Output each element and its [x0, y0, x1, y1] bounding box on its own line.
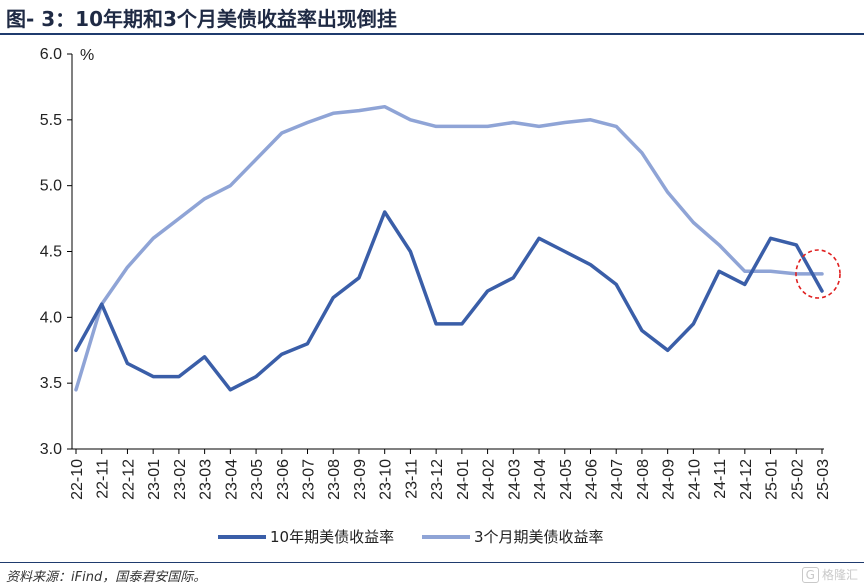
- x-tick-label: 24-09: [661, 459, 678, 500]
- inversion-highlight-circle: [795, 249, 841, 299]
- x-tick-label: 23-06: [275, 459, 292, 500]
- chart-title: 图- 3：10年期和3个月美债收益率出现倒挂: [6, 7, 397, 31]
- y-tick-label: 5.0: [40, 178, 62, 195]
- y-tick-label: 5.5: [40, 112, 62, 129]
- source-divider: [0, 562, 864, 563]
- x-tick-label: 23-08: [326, 459, 343, 500]
- y-axis-ticks: 3.0 3.5 4.0 4.5 5.0 5.5 6.0: [40, 46, 72, 458]
- x-tick-label: 24-12: [738, 459, 755, 500]
- series-line-3m: [74, 104, 824, 392]
- x-tick-label: 25-03: [815, 459, 832, 500]
- x-tick-label: 24-11: [712, 459, 729, 499]
- x-tick-label: 23-01: [146, 459, 163, 500]
- watermark-text: 格隆汇: [821, 568, 858, 582]
- legend-item-3m: 3个月期美债收益率: [422, 528, 604, 546]
- x-tick-label: 22-11: [95, 459, 112, 499]
- y-tick-label: 3.5: [40, 375, 62, 392]
- x-tick-label: 23-09: [352, 459, 369, 500]
- x-tick-label: 24-10: [686, 459, 703, 500]
- x-tick-label: 24-08: [635, 459, 652, 500]
- plot-frame: [71, 54, 824, 450]
- legend: 10年期美债收益率 3个月期美债收益率: [218, 528, 604, 546]
- x-tick-label: 24-03: [506, 459, 523, 500]
- y-tick-label: 3.0: [40, 441, 62, 458]
- title-divider: [0, 33, 864, 35]
- y-axis-unit: %: [80, 47, 94, 64]
- y-tick-label: 4.0: [40, 309, 62, 326]
- legend-label-3m: 3个月期美债收益率: [474, 528, 604, 546]
- x-tick-label: 24-04: [532, 459, 549, 500]
- x-tick-label: 23-05: [249, 459, 266, 500]
- y-tick-label: 4.5: [40, 244, 62, 261]
- legend-label-10y: 10年期美债收益率: [270, 528, 394, 546]
- y-tick-label: 6.0: [40, 46, 62, 63]
- legend-item-10y: 10年期美债收益率: [218, 528, 394, 546]
- x-tick-label: 22-12: [120, 459, 137, 500]
- x-tick-label: 24-06: [583, 459, 600, 500]
- x-axis-ticks: 22-10 22-11 22-12 23-01 23-02 23-03 23-04 23-05…: [69, 449, 832, 500]
- x-tick-label: 23-03: [198, 459, 215, 500]
- line-chart: % 3.03.54.04.55.05.56.0 22-10 22-11 22-12 2…: [40, 46, 841, 546]
- x-tick-label: 24-05: [558, 459, 575, 500]
- x-tick-label: 23-10: [378, 459, 395, 500]
- series-lines: [74, 104, 824, 392]
- title-bar: 图- 3：10年期和3个月美债收益率出现倒挂: [0, 0, 864, 35]
- x-tick-label: 23-07: [301, 459, 318, 500]
- x-tick-label: 24-01: [455, 459, 472, 500]
- x-tick-label: 23-04: [223, 459, 240, 500]
- x-tick-label: 24-07: [609, 459, 626, 500]
- x-tick-label: 23-12: [429, 459, 446, 500]
- x-tick-label: 23-11: [403, 459, 420, 499]
- watermark-logo-icon: G: [801, 567, 819, 583]
- x-tick-label: 22-10: [69, 459, 86, 500]
- series-line-10y: [74, 210, 824, 392]
- x-tick-label: 24-02: [481, 459, 498, 500]
- watermark: G 格隆汇: [801, 566, 858, 583]
- x-tick-label: 25-02: [789, 459, 806, 500]
- source-note: 资料来源：iFind，国泰君安国际。: [6, 570, 207, 585]
- x-tick-label: 23-02: [172, 459, 189, 500]
- x-tick-label: 25-01: [764, 459, 781, 500]
